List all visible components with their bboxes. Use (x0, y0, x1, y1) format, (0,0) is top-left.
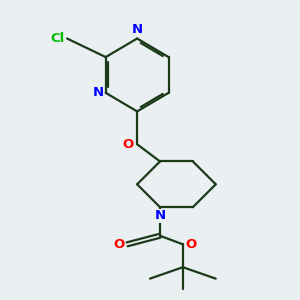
Text: Cl: Cl (50, 32, 64, 45)
Text: N: N (92, 86, 104, 99)
Text: O: O (122, 138, 134, 151)
Text: O: O (186, 238, 197, 251)
Text: N: N (154, 209, 166, 223)
Text: O: O (113, 238, 124, 251)
Text: N: N (132, 23, 143, 36)
